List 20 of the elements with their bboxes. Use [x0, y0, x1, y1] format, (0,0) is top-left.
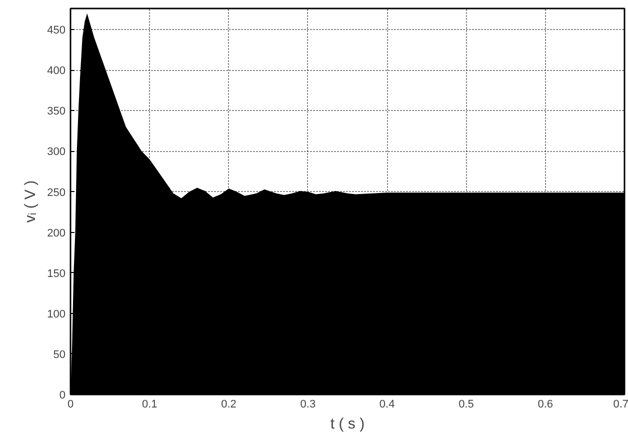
x-tick-label: 0.4	[379, 398, 395, 410]
x-tick-label: 0.3	[300, 398, 316, 410]
x-tick-label: 0.5	[458, 398, 474, 410]
y-tick-label: 450	[47, 24, 66, 37]
y-tick-label: 300	[47, 146, 66, 158]
x-tick-label: 0.6	[538, 398, 554, 410]
x-tick-label: 0.1	[142, 398, 158, 410]
y-tick-label: 250	[47, 186, 66, 199]
y-tick-label: 400	[47, 65, 66, 78]
x-tick-label: 0.2	[221, 398, 236, 410]
y-axis-title: vᵢ ( V )	[22, 180, 40, 223]
y-tick-label: 150	[47, 268, 66, 280]
y-tick-label: 100	[47, 308, 66, 320]
x-axis-title: t ( s )	[330, 416, 365, 432]
x-tick-label: 0.7	[613, 398, 628, 410]
y-tick-label: 200	[47, 227, 66, 240]
y-tick-label: 350	[47, 106, 66, 118]
x-tick-label: 0	[67, 398, 74, 410]
y-tick-label: 0	[59, 390, 66, 402]
y-tick-label: 50	[53, 348, 66, 361]
